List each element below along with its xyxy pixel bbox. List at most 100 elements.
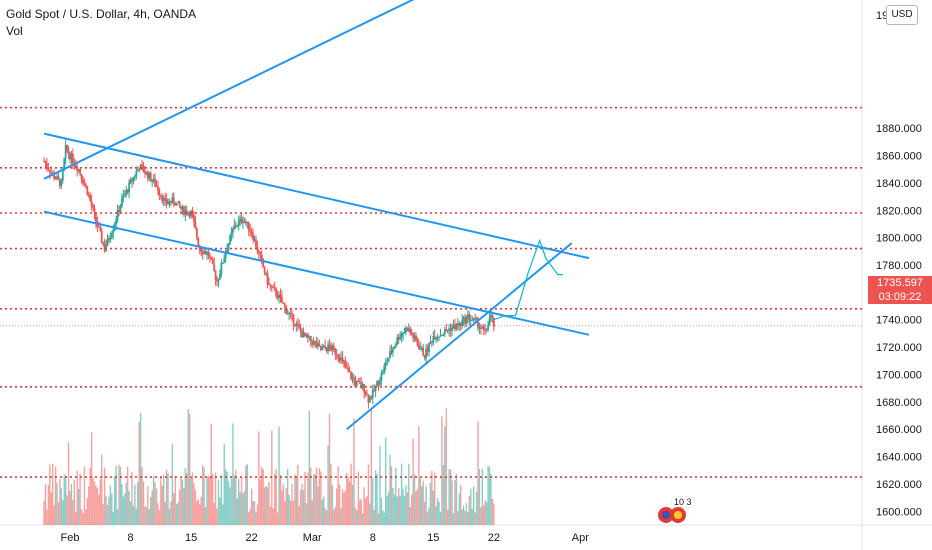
candle (273, 287, 276, 289)
volume-bar (124, 493, 126, 525)
volume-bar (223, 444, 225, 525)
economic-events-marker[interactable]: 10 3 (656, 497, 696, 525)
volume-bar (201, 465, 204, 525)
candle (456, 323, 459, 326)
volume-bar (372, 478, 374, 525)
volume-bar (175, 504, 178, 525)
volume-bar (138, 421, 140, 525)
volume-indicator-label[interactable]: Vol (6, 24, 23, 38)
candle (373, 389, 376, 391)
candle (462, 317, 465, 321)
candle (155, 185, 158, 187)
candle (332, 345, 335, 349)
candle (354, 380, 357, 386)
volume-bar (493, 503, 495, 525)
candle (92, 206, 94, 209)
candle (353, 377, 355, 381)
volume-bar (367, 464, 370, 525)
volume-bar (361, 513, 364, 525)
volume-bar (445, 408, 447, 525)
volume-bar (109, 485, 112, 525)
volume-bar (222, 504, 224, 525)
volume-bar (72, 500, 74, 525)
candle (407, 328, 410, 331)
candle (112, 229, 115, 234)
volume-bar (385, 437, 387, 525)
candle (229, 235, 231, 244)
volume-bar (180, 477, 182, 525)
candle (357, 380, 360, 382)
volume-bar (56, 482, 58, 525)
candle (84, 184, 87, 187)
volume-bar (197, 499, 200, 525)
volume-bar (457, 511, 459, 525)
volume-bar (256, 504, 259, 525)
volume-bar (243, 490, 246, 525)
candle (110, 233, 113, 238)
candle (423, 355, 426, 359)
candle (394, 344, 397, 347)
candle (142, 166, 145, 173)
candle (477, 318, 479, 329)
candle (157, 185, 159, 191)
volume-bar (425, 486, 427, 525)
volume-bar (129, 501, 132, 525)
candle (187, 213, 190, 215)
symbol-title[interactable]: Gold Spot / U.S. Dollar, 4h, OANDA (6, 7, 197, 21)
candle (327, 344, 329, 352)
candle (312, 341, 315, 345)
candle (438, 336, 440, 338)
candle (299, 327, 302, 332)
candle (334, 348, 337, 355)
candle (211, 259, 214, 264)
candle (71, 153, 74, 164)
price-axis-label: 1660.000 (876, 424, 922, 436)
volume-bar (178, 489, 181, 525)
candle (121, 198, 123, 207)
volume-bar (161, 485, 163, 525)
candle (358, 381, 361, 384)
candle (136, 169, 139, 172)
time-axis-label: 8 (127, 532, 133, 544)
volume-bar (305, 503, 308, 525)
volume-bar (44, 483, 47, 525)
volume-bar (220, 474, 223, 525)
candle (361, 384, 364, 388)
volume-bar (357, 471, 360, 525)
volume-bar (216, 508, 218, 525)
volume-bar (434, 472, 436, 525)
candle (294, 324, 296, 326)
currency-button[interactable]: USD (886, 5, 918, 25)
volume-bar (210, 423, 212, 525)
candle (381, 372, 384, 374)
candle (86, 186, 89, 195)
volume-bar (480, 507, 482, 525)
volume-bar (62, 500, 64, 525)
candle (322, 346, 325, 348)
volume-bar (191, 472, 194, 525)
volume-bar (348, 481, 351, 525)
volume-bar (310, 467, 312, 525)
candle (386, 361, 389, 363)
volume-bar (418, 426, 420, 525)
candle (400, 333, 403, 337)
volume-bar (135, 508, 138, 525)
candle (175, 202, 178, 206)
candle (325, 348, 328, 352)
volume-bar (359, 500, 361, 525)
volume-bar (73, 480, 76, 525)
candle (171, 197, 174, 203)
volume-bar (272, 508, 274, 525)
volume-bar (174, 475, 176, 525)
candle (178, 201, 181, 207)
volume-bar (63, 474, 65, 525)
candle (135, 171, 138, 177)
volume-bar (164, 501, 166, 525)
candle (125, 189, 128, 195)
candle (99, 227, 102, 231)
volume-bar (93, 481, 96, 525)
volume-bar (49, 464, 51, 525)
volume-bar (70, 483, 73, 525)
candle (108, 238, 110, 240)
